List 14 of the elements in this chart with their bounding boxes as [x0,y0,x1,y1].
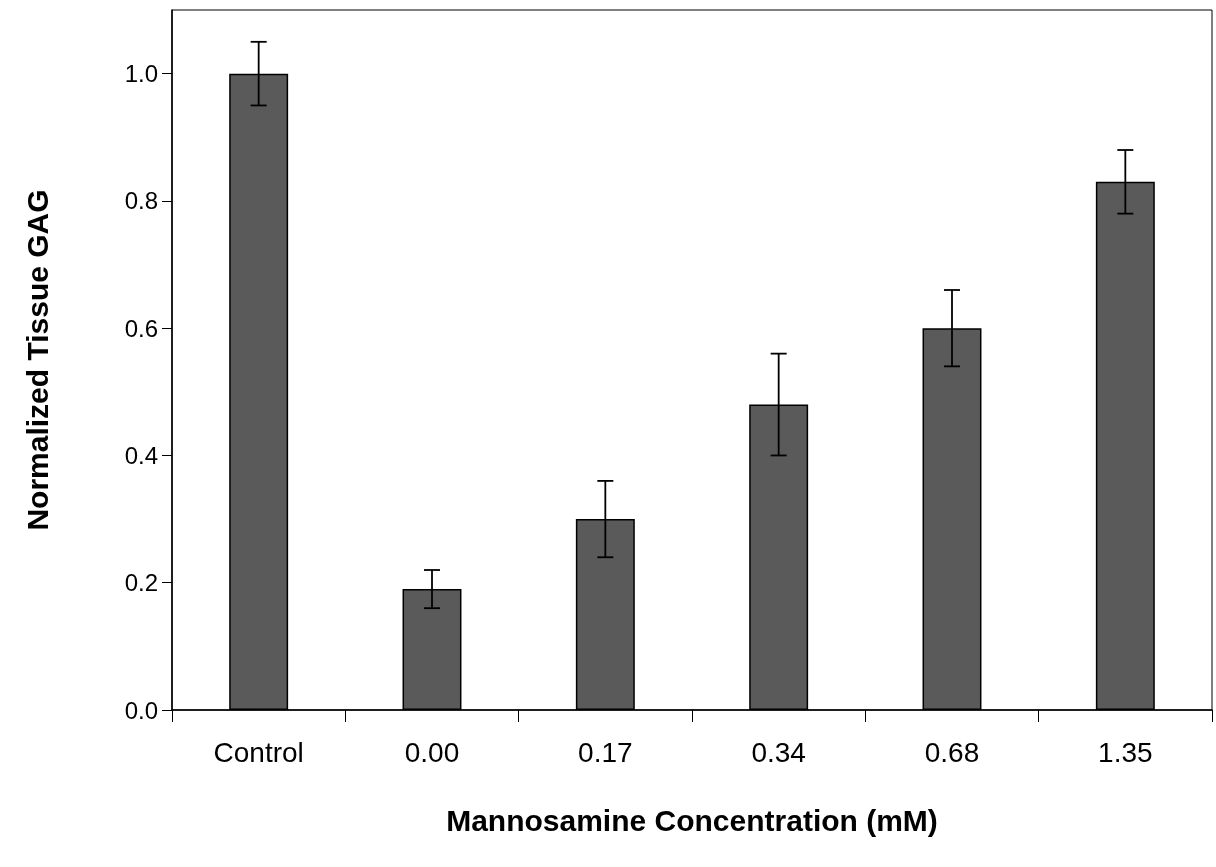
y-tick-label: 0.2 [124,569,158,597]
x-tick-label: Control [213,736,304,768]
x-tick-label: 0.17 [578,736,633,768]
y-tick-label: 1.0 [124,60,158,88]
y-tick-label: 0.6 [124,314,158,342]
x-tick-label: 0.68 [924,736,980,768]
y-tick-label: 0.8 [124,187,158,215]
x-axis-title: Mannosamine Concentration (mM) [446,803,938,837]
y-tick-label: 0.0 [124,696,158,724]
x-tick-label: 0.00 [404,736,460,768]
y-tick-label: 0.4 [124,441,158,469]
x-tick-label: 0.34 [751,736,806,768]
x-tick-label: 1.35 [1098,736,1153,768]
y-axis-title: Normalized Tissue GAG [20,189,54,531]
